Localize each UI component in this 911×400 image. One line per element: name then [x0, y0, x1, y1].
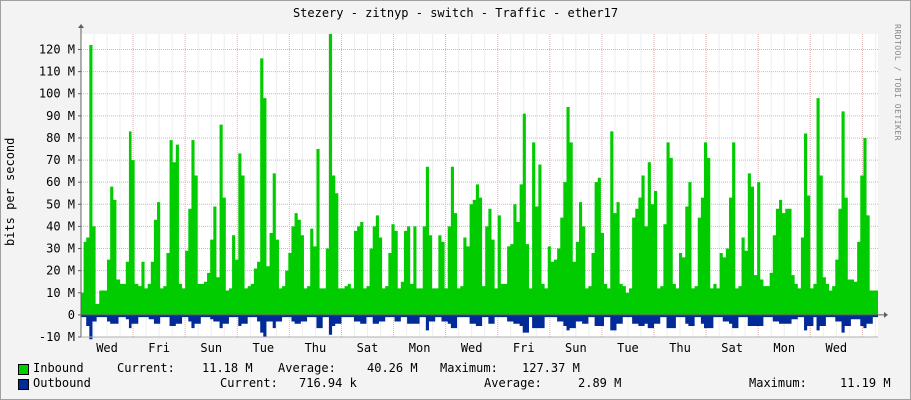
rrdtool-watermark: RRDTOOL / TOBI OETIKER — [893, 24, 902, 141]
x-tick-label: Sun — [565, 341, 587, 355]
y-tick-label: 30 M — [46, 242, 75, 256]
y-tick-label: 80 M — [46, 131, 75, 145]
inbound-maximum-value: 127.37 M — [522, 361, 580, 375]
series-areas — [81, 34, 878, 340]
outbound-average-label: Average: — [484, 376, 542, 390]
y-tick-labels: -10 M 0 10 M 20 M 30 M 40 M 50 M 60 M 70 M 80 M 90… — [39, 42, 75, 344]
y-axis-arrow — [78, 24, 84, 28]
legend: Inbound Current: 11.18 M Average: 40.26 … — [0, 360, 911, 400]
x-tick-label: Wed — [461, 341, 483, 355]
inbound-maximum-label: Maximum: — [440, 361, 498, 375]
x-tick-label: Sat — [721, 341, 743, 355]
outbound-current-value: 716.94 k — [299, 376, 357, 390]
x-tick-label: Fri — [148, 341, 170, 355]
outbound-swatch — [18, 379, 29, 390]
x-tick-label: Mon — [773, 341, 795, 355]
x-tick-label: Fri — [513, 341, 535, 355]
x-tick-label: Sun — [200, 341, 222, 355]
x-tick-label: Sat — [357, 341, 379, 355]
inbound-current-value: 11.18 M — [202, 361, 253, 375]
traffic-chart: -10 M 0 10 M 20 M 30 M 40 M 50 M 60 M 70 M 80 M 90… — [39, 24, 888, 355]
y-tick-label: 50 M — [46, 197, 75, 211]
inbound-area — [81, 34, 878, 315]
x-tick-label: Tue — [252, 341, 274, 355]
y-tick-label: -10 M — [39, 330, 75, 344]
y-tick-label: 10 M — [46, 286, 75, 300]
inbound-name: Inbound — [33, 361, 84, 375]
x-tick-label: Tue — [617, 341, 639, 355]
x-tick-label: Mon — [409, 341, 431, 355]
inbound-average-label: Average: — [278, 361, 336, 375]
chart-title: Stezery - zitnyp - switch - Traffic - et… — [292, 6, 619, 20]
x-tick-label: Thu — [305, 341, 327, 355]
axes — [78, 24, 888, 338]
y-tick-label: 110 M — [39, 65, 75, 79]
y-tick-label: 60 M — [46, 175, 75, 189]
y-tick-label: 100 M — [39, 87, 75, 101]
x-tick-label: Wed — [825, 341, 847, 355]
outbound-maximum-value: 11.19 M — [840, 376, 891, 390]
inbound-swatch — [18, 364, 29, 375]
y-tick-label: 20 M — [46, 264, 75, 278]
outbound-maximum-label: Maximum: — [749, 376, 807, 390]
inbound-current-label: Current: — [117, 361, 175, 375]
inbound-average-value: 40.26 M — [367, 361, 418, 375]
x-axis-arrow — [884, 311, 888, 318]
x-tick-label: Thu — [669, 341, 691, 355]
x-tick-labels: Wed Fri Sun Tue Thu Sat Mon Wed Fri Sun Tue Thu Sat M… — [96, 341, 847, 355]
outbound-average-value: 2.89 M — [578, 376, 622, 390]
y-tick-label: 70 M — [46, 153, 75, 167]
outbound-name: Outbound — [33, 376, 91, 390]
y-tick-label: 40 M — [46, 219, 75, 233]
x-tick-label: Wed — [96, 341, 118, 355]
y-tick-label: 90 M — [46, 109, 75, 123]
outbound-current-label: Current: — [220, 376, 278, 390]
y-tick-label: 0 — [68, 308, 75, 322]
y-tick-label: 120 M — [39, 42, 75, 56]
outbound-area — [81, 314, 878, 340]
